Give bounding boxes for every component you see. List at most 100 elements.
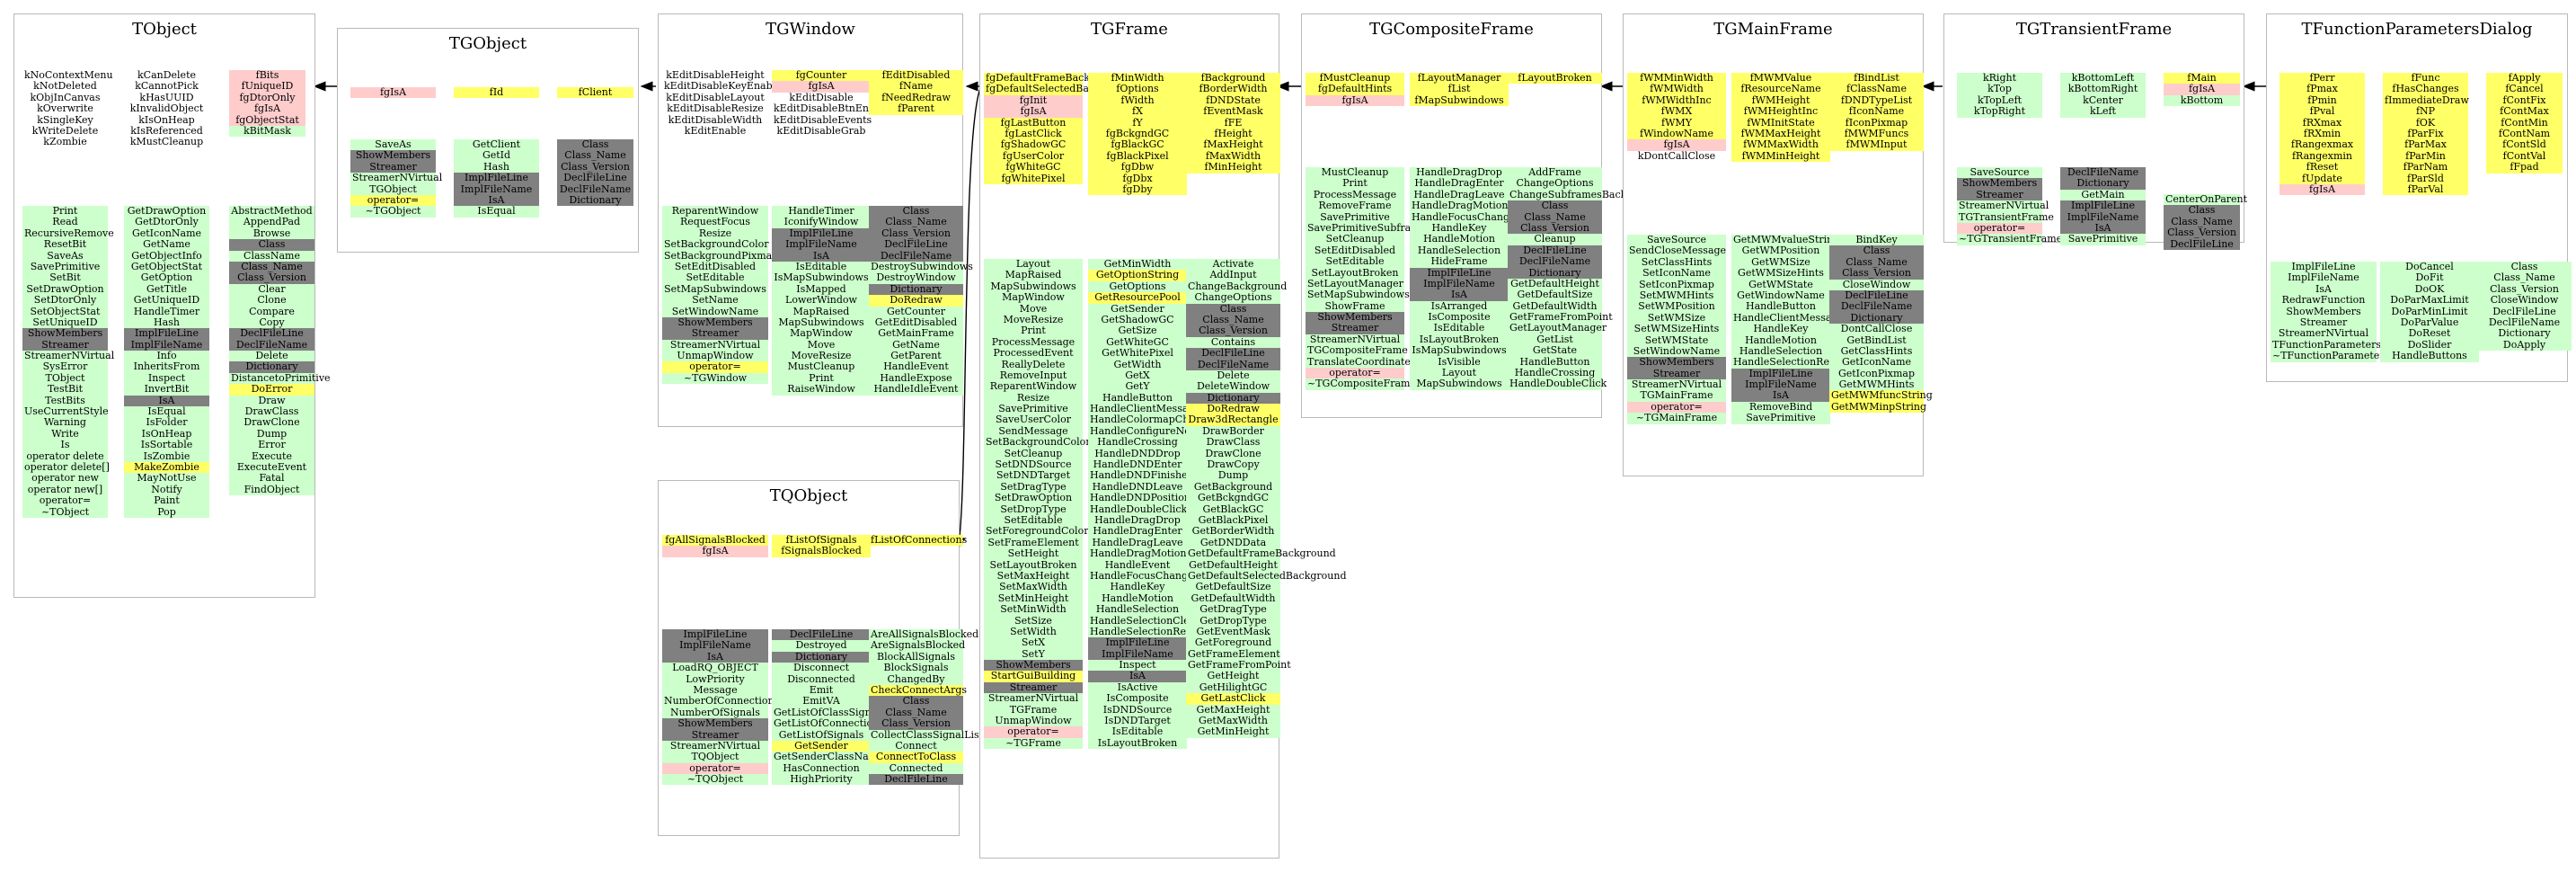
member-isfolder: IsFolder xyxy=(124,417,209,429)
member-connected: Connected xyxy=(869,762,963,775)
member-kleft: kLeft xyxy=(2060,105,2146,118)
member-inheritsfrom: InheritsFrom xyxy=(124,361,209,373)
member-dictionary: Dictionary xyxy=(1186,392,1280,405)
member-getblackgc: GetBlackGC xyxy=(1186,503,1280,515)
member-fgobjectstat: fgObjectStat xyxy=(229,114,305,126)
member-isa: IsA xyxy=(1088,671,1187,682)
member-implfilename: ImplFileName xyxy=(454,183,539,195)
member-column: MustCleanup Print ProcessMessage RemoveFram… xyxy=(1306,166,1431,390)
member-pop: Pop xyxy=(124,506,209,518)
member-column: SaveAs ShowMembers Streamer StreamerNVirtua… xyxy=(350,138,442,218)
member-setmaxwidth: SetMaxWidth xyxy=(984,581,1083,593)
member-kinvalidobject: kInvalidObject xyxy=(129,102,204,115)
member-handleselection: HandleSelection xyxy=(1410,245,1509,257)
member-fgdefaulthints: fgDefaultHints xyxy=(1306,83,1404,95)
member-setx: SetX xyxy=(984,636,1083,649)
member-numberofconnections: NumberOfConnections xyxy=(662,695,780,707)
member-showframe: ShowFrame xyxy=(1306,300,1404,313)
member-column: Activate AddInput ChangeBackground ChangeOp… xyxy=(1186,258,1347,738)
member-handlebutton: HandleButton xyxy=(1508,356,1602,369)
member-read: Read xyxy=(22,216,108,228)
member-fwmwidth: fWMWidth xyxy=(1627,83,1726,95)
member-reparentwindow: ReparentWindow xyxy=(984,380,1083,393)
member-column: fgAllSignalsBlocked fgIsA xyxy=(662,534,768,557)
member-setmapsubwindows: SetMapSubwindows xyxy=(1306,289,1410,301)
member-translatecoordinates: TranslateCoordinates xyxy=(1306,355,1416,369)
member-handledragenter: HandleDragEnter xyxy=(1088,525,1187,538)
member-setwmstate: SetWMState xyxy=(1627,334,1726,346)
member-streamernvirtual: StreamerNVirtual xyxy=(984,692,1083,705)
member-dontcallclose: DontCallClose xyxy=(1829,323,1924,335)
member-getwhitepixel: GetWhitePixel xyxy=(1088,347,1187,360)
member-seteditdisabled: SetEditDisabled xyxy=(1306,245,1404,257)
member-setframeelement: SetFrameElement xyxy=(984,537,1083,549)
member-resize: Resize xyxy=(662,227,768,240)
member-hasconnection: HasConnection xyxy=(772,762,871,775)
member-fbackground: fBackground xyxy=(1186,72,1280,85)
member-streamernvirtual: StreamerNVirtual xyxy=(662,339,768,352)
member-mustcleanup: MustCleanup xyxy=(772,361,871,373)
member-fwmwidthinc: fWMWidthInc xyxy=(1627,94,1726,107)
member-frxmax: fRXmax xyxy=(2279,117,2365,129)
member-tgframe: TGFrame xyxy=(984,704,1083,716)
member-removebind: RemoveBind xyxy=(1731,401,1830,414)
member-class-name: Class_Name xyxy=(869,216,963,228)
member-getwidth: GetWidth xyxy=(1088,359,1187,370)
member-knocontextmenu: kNoContextMenu xyxy=(24,69,113,81)
member-column: AreAllSignalsBlocked AreSignalsBlocked Blo… xyxy=(869,628,988,786)
member-doslider: DoSlider xyxy=(2380,339,2479,352)
member-setobjectstat: SetObjectStat xyxy=(22,306,108,317)
member-seticonpixmap: SetIconPixmap xyxy=(1627,279,1726,290)
member-handletimer: HandleTimer xyxy=(772,205,871,218)
member-handledragdrop: HandleDragDrop xyxy=(1410,166,1509,179)
member-isdndsource: IsDNDSource xyxy=(1088,704,1187,716)
member-getsender: GetSender xyxy=(1088,303,1187,315)
member-dictionary: Dictionary xyxy=(2477,327,2572,340)
member-fupdate: fUpdate xyxy=(2279,173,2365,184)
member-getsender: GetSender xyxy=(772,740,871,752)
member-funiqueid: fUniqueID xyxy=(229,80,305,93)
member-tgtransientframe: ~TGTransientFrame xyxy=(1957,233,2063,245)
member-resetbit: ResetBit xyxy=(22,238,108,251)
member-flistofconnections: fListOfConnections xyxy=(869,534,968,547)
member-kobjincanvas: kObjInCanvas xyxy=(30,91,101,103)
member-fparval: fParVal xyxy=(2383,183,2468,196)
member-fgisa: fgIsA xyxy=(1306,94,1404,107)
member-getname: GetName xyxy=(869,339,963,352)
member-frangexmax: fRangexmax xyxy=(2279,138,2365,151)
member-doparmaxlimit: DoParMaxLimit xyxy=(2380,294,2479,307)
member-column: Class Class_Name Class_Version CloseWindow D… xyxy=(2477,261,2572,352)
member-fgcounter: fgCounter xyxy=(772,69,871,82)
member-geticonname: GetIconName xyxy=(124,227,209,240)
member-column: fId xyxy=(454,86,539,99)
member-getid: GetId xyxy=(454,149,539,162)
member-column: Class Class_Name Class_Version DeclFileLine… xyxy=(557,138,633,207)
member-handledndleave: HandleDNDLeave xyxy=(1088,481,1187,494)
member-tfunctionparametersdialog: ~TFunctionParametersDialog xyxy=(2271,350,2422,362)
member-streamer: Streamer xyxy=(662,729,768,741)
member-foptions: fOptions xyxy=(1088,83,1187,95)
member-getdefaultsize: GetDefaultSize xyxy=(1186,581,1280,593)
member-ffunc: fFunc xyxy=(2383,72,2468,85)
member-column: AbstractMethod AppendPad Browse Class ClassN… xyxy=(229,205,331,496)
member-is: Is xyxy=(22,439,108,451)
member-getresourcepool: GetResourcePool xyxy=(1088,291,1187,304)
member-keditdisablewidth: kEditDisableWidth xyxy=(668,113,763,126)
member-handlekey: HandleKey xyxy=(1731,323,1830,335)
member-hash: Hash xyxy=(124,316,209,329)
member-getdefaultwidth: GetDefaultWidth xyxy=(1186,592,1280,605)
member-setwindowname: SetWindowName xyxy=(662,306,768,317)
member-column: AddFrame ChangeOptions ChangeSubframesBack… xyxy=(1508,166,1662,390)
member-class-name: Class_Name xyxy=(2477,271,2572,284)
member-setuniqueid: SetUniqueID xyxy=(22,316,108,329)
member-dictionary: Dictionary xyxy=(869,283,963,296)
member-changebackground: ChangeBackground xyxy=(1186,280,1288,293)
member-dictionary: Dictionary xyxy=(1829,312,1924,325)
member-fmwminput: fMWMInput xyxy=(1829,138,1924,151)
class-box-tgmainframe: TGMainFrame fWMMinWidth fWMWidth fWMWidthIn… xyxy=(1623,13,1933,476)
member-tobject: TObject xyxy=(22,372,108,385)
member-column: fgIsA xyxy=(350,86,436,99)
member-column: ImplFileLine ImplFileName IsA RedrawFunctio… xyxy=(2271,261,2422,362)
member-getshadowgc: GetShadowGC xyxy=(1088,314,1187,326)
member-knotdeleted: kNotDeleted xyxy=(33,80,97,93)
